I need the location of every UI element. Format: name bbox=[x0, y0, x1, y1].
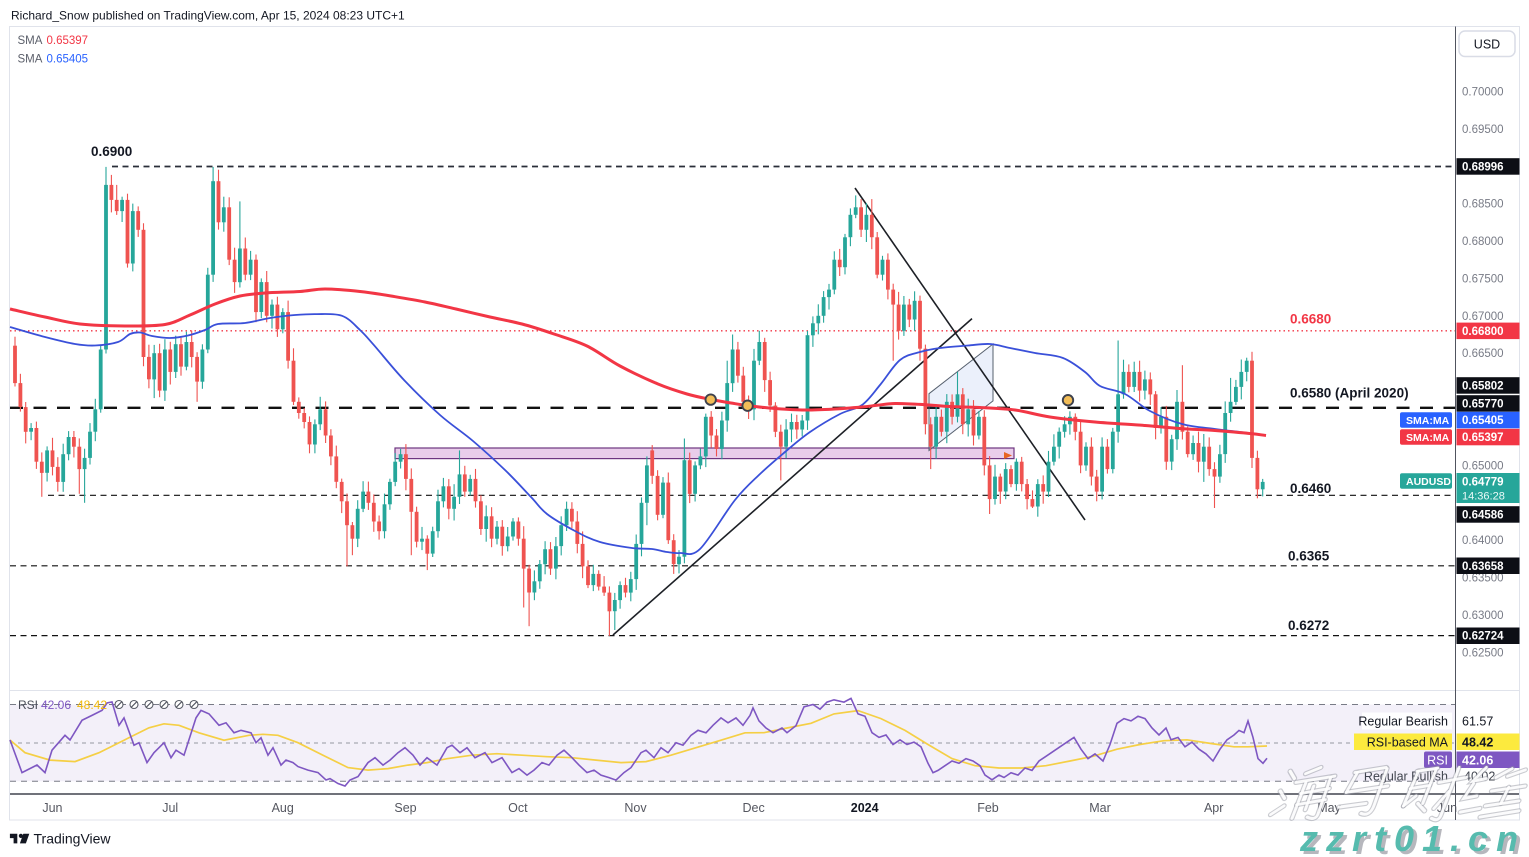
svg-text:0.65802: 0.65802 bbox=[1462, 381, 1504, 393]
svg-text:0.6580 (April 2020): 0.6580 (April 2020) bbox=[1290, 386, 1409, 401]
svg-text:Richard_Snow published on Trad: Richard_Snow published on TradingView.co… bbox=[11, 9, 405, 23]
svg-text:SMA:MA: SMA:MA bbox=[1406, 415, 1450, 427]
svg-text:0.63000: 0.63000 bbox=[1462, 610, 1504, 622]
svg-text:0.64779: 0.64779 bbox=[1462, 477, 1504, 489]
svg-text:0.65397: 0.65397 bbox=[1462, 432, 1504, 444]
svg-text:RSI: RSI bbox=[1427, 753, 1448, 767]
svg-text:SMA: SMA bbox=[18, 54, 43, 66]
svg-text:0.6900: 0.6900 bbox=[91, 144, 132, 159]
svg-text:42.06: 42.06 bbox=[1462, 753, 1493, 767]
svg-text:Nov: Nov bbox=[624, 801, 647, 815]
svg-text:2024: 2024 bbox=[851, 801, 879, 815]
svg-text:RSI-based MA: RSI-based MA bbox=[1367, 735, 1449, 749]
svg-text:48.42: 48.42 bbox=[1462, 735, 1493, 749]
svg-text:USD: USD bbox=[1474, 38, 1500, 52]
svg-text:Feb: Feb bbox=[977, 801, 999, 815]
svg-text:0.64000: 0.64000 bbox=[1462, 535, 1504, 547]
svg-text:Regular Bearish: Regular Bearish bbox=[1358, 715, 1448, 729]
svg-text:0.63658: 0.63658 bbox=[1462, 561, 1504, 573]
svg-text:0.68000: 0.68000 bbox=[1462, 236, 1504, 248]
svg-text:0.62724: 0.62724 bbox=[1462, 631, 1504, 643]
svg-text:zzrt01.cn: zzrt01.cn bbox=[1299, 818, 1526, 857]
svg-text:0.62500: 0.62500 bbox=[1462, 647, 1504, 659]
svg-text:0.70000: 0.70000 bbox=[1462, 86, 1504, 98]
svg-text:0.65405: 0.65405 bbox=[1462, 415, 1504, 427]
svg-text:0.68996: 0.68996 bbox=[1462, 162, 1504, 174]
svg-text:0.6365: 0.6365 bbox=[1288, 549, 1330, 564]
svg-text:0.6272: 0.6272 bbox=[1288, 618, 1329, 633]
svg-text:Jul: Jul bbox=[162, 801, 178, 815]
svg-text:SMA:MA: SMA:MA bbox=[1406, 432, 1450, 444]
svg-text:0.63500: 0.63500 bbox=[1462, 573, 1504, 585]
svg-text:RSI: RSI bbox=[18, 698, 38, 712]
svg-text:Mar: Mar bbox=[1089, 801, 1111, 815]
svg-text:0.64586: 0.64586 bbox=[1462, 510, 1504, 522]
svg-text:48.42: 48.42 bbox=[77, 698, 107, 712]
svg-text:0.6460: 0.6460 bbox=[1290, 481, 1331, 496]
svg-text:0.67500: 0.67500 bbox=[1462, 273, 1504, 285]
svg-text:0.66500: 0.66500 bbox=[1462, 348, 1504, 360]
svg-text:0.6680: 0.6680 bbox=[1290, 312, 1331, 327]
svg-text:Jun: Jun bbox=[42, 801, 62, 815]
svg-text:0.69500: 0.69500 bbox=[1462, 124, 1504, 136]
svg-text:0.67000: 0.67000 bbox=[1462, 311, 1504, 323]
svg-text:0.65770: 0.65770 bbox=[1462, 399, 1504, 411]
svg-text:0.65397: 0.65397 bbox=[47, 35, 89, 47]
svg-text:Oct: Oct bbox=[508, 801, 528, 815]
svg-text:0.66800: 0.66800 bbox=[1462, 326, 1504, 338]
svg-text:14:36:28: 14:36:28 bbox=[1462, 491, 1505, 503]
svg-text:0.65405: 0.65405 bbox=[47, 54, 89, 66]
svg-text:Aug: Aug bbox=[272, 801, 294, 815]
svg-text:61.57: 61.57 bbox=[1462, 715, 1493, 729]
svg-text:SMA: SMA bbox=[18, 35, 43, 47]
svg-text:0.65000: 0.65000 bbox=[1462, 460, 1504, 472]
svg-text:Dec: Dec bbox=[742, 801, 764, 815]
svg-text:Apr: Apr bbox=[1204, 801, 1223, 815]
svg-text:0.68500: 0.68500 bbox=[1462, 199, 1504, 211]
svg-text:TradingView: TradingView bbox=[34, 831, 112, 847]
svg-text:Sep: Sep bbox=[394, 801, 416, 815]
svg-text:zzrt01.cn: zzrt01.cn bbox=[1303, 821, 1529, 857]
svg-text:42.06: 42.06 bbox=[41, 698, 71, 712]
svg-text:AUDUSD: AUDUSD bbox=[1406, 476, 1451, 488]
